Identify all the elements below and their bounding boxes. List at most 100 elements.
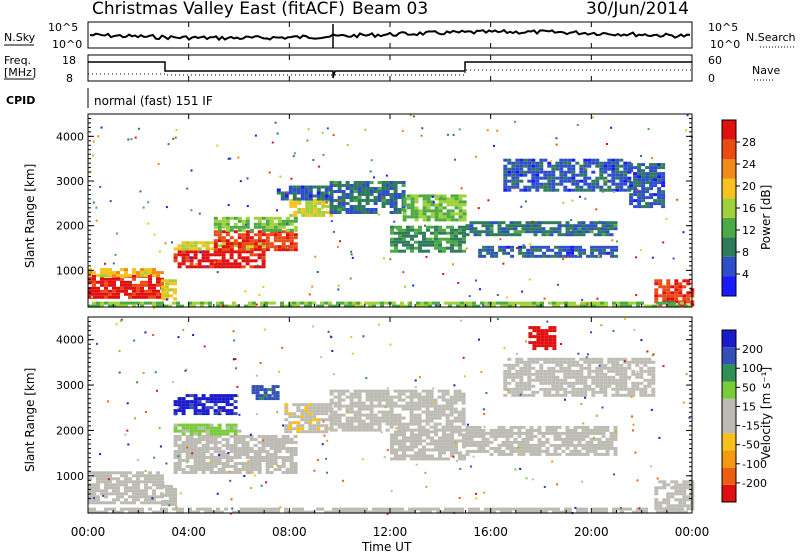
data-cell — [537, 443, 542, 447]
data-cell — [666, 291, 671, 295]
data-cell — [409, 404, 414, 408]
data-cell — [405, 422, 410, 426]
noise-cell — [136, 459, 139, 461]
data-cell — [369, 407, 374, 411]
data-cell — [349, 428, 354, 432]
data-cell — [686, 294, 691, 298]
data-cell — [217, 259, 222, 263]
colorbar-segment — [722, 467, 736, 485]
data-cell — [639, 375, 644, 379]
data-cell — [389, 202, 394, 205]
noise-cell — [486, 129, 489, 132]
data-cell — [635, 381, 640, 385]
data-cell — [357, 398, 362, 402]
data-cell — [428, 304, 432, 308]
data-cell — [503, 363, 508, 367]
data-cell — [461, 401, 466, 405]
data-cell — [481, 230, 486, 234]
data-cell — [296, 191, 301, 195]
data-cell — [116, 477, 120, 481]
noise-cell — [636, 370, 639, 373]
data-cell — [623, 381, 628, 385]
data-cell — [666, 285, 671, 289]
data-cell — [237, 233, 242, 237]
data-cell — [336, 510, 340, 514]
data-cell — [261, 250, 266, 254]
data-cell — [237, 438, 242, 441]
data-cell — [277, 248, 282, 252]
data-cell — [654, 486, 659, 490]
data-cell — [209, 265, 214, 269]
data-cell — [341, 392, 346, 396]
data-cell — [385, 404, 390, 408]
data-cell — [537, 437, 542, 441]
data-cell — [619, 173, 624, 177]
data-cell — [599, 170, 604, 174]
data-cell — [434, 194, 439, 198]
data-cell — [442, 228, 446, 232]
data-cell — [233, 265, 238, 269]
data-cell — [519, 188, 524, 192]
data-cell — [398, 439, 402, 443]
data-cell — [454, 249, 458, 253]
data-cell — [460, 304, 464, 308]
data-cell — [438, 197, 443, 201]
data-cell — [365, 208, 370, 211]
data-cell — [373, 392, 378, 396]
data-cell — [595, 179, 600, 183]
data-cell — [418, 451, 422, 455]
data-cell — [410, 246, 414, 250]
data-cell — [402, 442, 406, 446]
data-cell — [189, 265, 194, 269]
data-cell — [96, 292, 100, 296]
data-cell — [160, 301, 164, 305]
data-cell — [557, 230, 562, 234]
data-cell — [345, 407, 350, 411]
data-cell — [557, 233, 562, 237]
data-cell — [288, 415, 293, 419]
data-cell — [384, 510, 388, 514]
data-cell — [477, 428, 482, 432]
data-cell — [304, 403, 309, 407]
data-cell — [417, 416, 422, 420]
data-cell — [527, 164, 532, 168]
data-cell — [385, 202, 390, 205]
colorbar-segment — [722, 120, 736, 140]
data-cell — [567, 384, 572, 388]
data-cell — [535, 173, 540, 177]
data-cell — [641, 172, 646, 176]
data-cell — [450, 228, 454, 232]
data-cell — [205, 450, 210, 453]
data-cell — [132, 301, 136, 305]
data-cell — [512, 301, 516, 305]
data-cell — [397, 208, 402, 211]
data-cell — [369, 401, 374, 405]
data-cell — [397, 181, 402, 184]
data-cell — [544, 332, 549, 336]
noise-cell — [97, 135, 100, 138]
data-cell — [144, 301, 148, 305]
data-cell — [583, 164, 588, 168]
data-cell — [253, 456, 258, 459]
data-cell — [563, 188, 568, 192]
data-cell — [397, 422, 402, 426]
data-cell — [450, 209, 455, 213]
data-cell — [265, 468, 270, 471]
data-cell — [410, 212, 415, 216]
noise-cell — [271, 141, 274, 144]
data-cell — [434, 240, 438, 244]
data-cell — [585, 428, 590, 432]
data-cell — [449, 407, 454, 411]
data-cell — [132, 268, 136, 272]
data-cell — [661, 184, 666, 188]
data-cell — [633, 187, 638, 191]
data-cell — [104, 295, 108, 299]
data-cell — [559, 167, 564, 171]
data-cell — [583, 390, 588, 394]
data-cell — [221, 456, 226, 459]
data-cell — [397, 419, 402, 423]
data-cell — [567, 363, 572, 367]
data-cell — [233, 450, 238, 453]
data-cell — [559, 387, 564, 391]
data-cell — [426, 206, 431, 210]
